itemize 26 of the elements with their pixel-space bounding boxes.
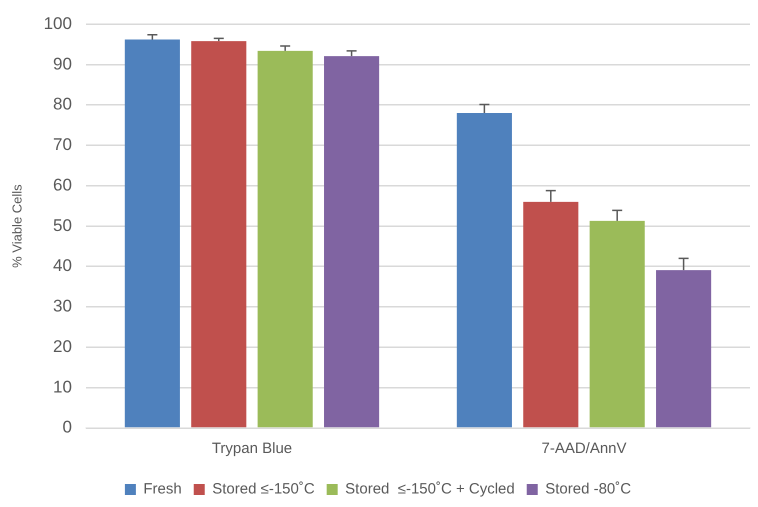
bar: [656, 270, 712, 428]
y-tick-label: 0: [62, 418, 72, 437]
y-tick-label: 10: [53, 377, 72, 396]
x-tick-label: Trypan Blue: [212, 440, 292, 458]
y-axis-title: % Viable Cells: [9, 184, 24, 268]
y-tick-label: 40: [53, 256, 72, 276]
y-tick-label: 20: [53, 336, 72, 356]
bar: [124, 40, 180, 428]
legend-label: Stored ≤-150˚C + Cycled: [345, 480, 515, 498]
bar: [258, 50, 313, 428]
y-tick-label: 90: [53, 54, 72, 74]
y-tick-label: 60: [53, 175, 72, 194]
bar: [523, 202, 578, 428]
legend-label: Fresh: [143, 480, 182, 498]
legend-label: Stored ≤-150˚C: [212, 480, 315, 498]
y-tick-label: 30: [53, 296, 72, 316]
bar: [456, 113, 512, 428]
x-tick-label: 7-AAD/AnnV: [541, 440, 627, 458]
y-tick-label: 50: [53, 216, 72, 235]
bar: [324, 56, 380, 428]
y-tick-label: 100: [44, 14, 72, 33]
y-tick-label: 80: [53, 94, 72, 114]
y-tick-label: 70: [53, 135, 72, 154]
bar: [191, 41, 246, 428]
legend-label: Stored -80˚C: [545, 480, 632, 498]
bar: [590, 220, 645, 428]
